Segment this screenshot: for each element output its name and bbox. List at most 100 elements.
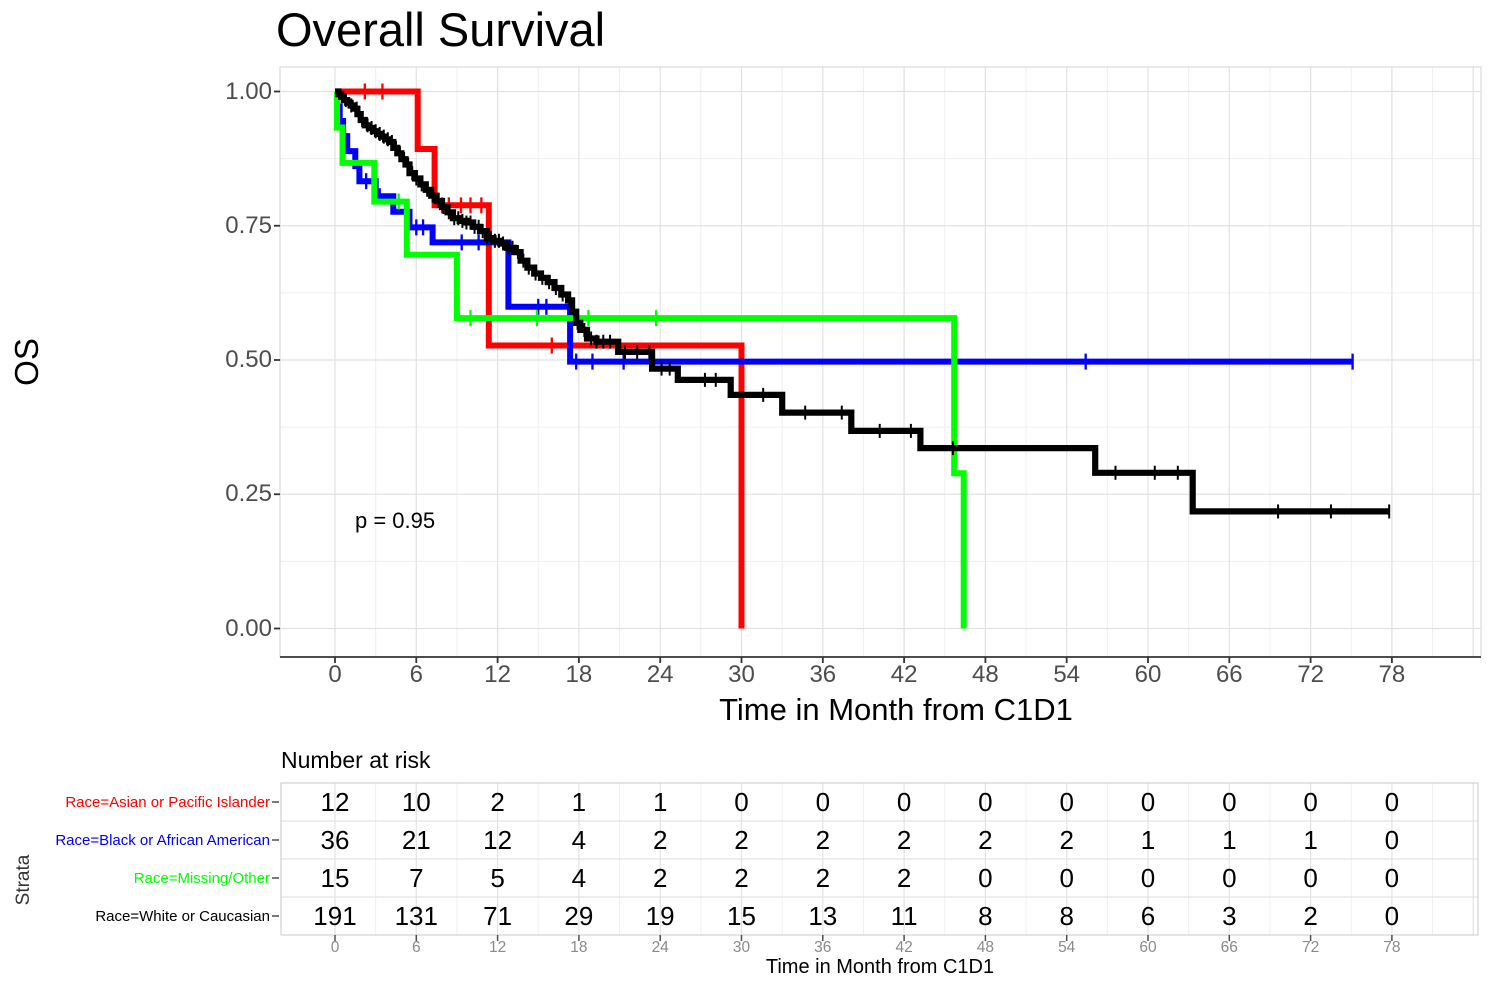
x-tick-label: 60: [1134, 661, 1162, 688]
x-tick-label: 72: [1297, 661, 1324, 688]
y-tick-label: 1.00: [225, 77, 272, 105]
risk-count: 11: [890, 901, 918, 931]
risk-count: 71: [483, 901, 513, 931]
risk-count: 0: [1140, 787, 1156, 817]
risk-count: 0: [1059, 787, 1074, 817]
risk-row-label-missing: Race=Missing/Other: [133, 870, 270, 887]
x-tick-label: 36: [809, 661, 837, 688]
risk-count: 0: [1384, 901, 1400, 931]
risk-count: 0: [1222, 787, 1237, 817]
risk-gridlines-major: [281, 783, 1478, 935]
risk-table-heading: Number at risk: [281, 747, 431, 773]
risk-count: 6: [1140, 901, 1156, 931]
risk-x-tick-label: 66: [1220, 939, 1238, 956]
risk-count: 5: [490, 863, 505, 893]
risk-x-tick-label: 18: [570, 939, 588, 956]
risk-count: 0: [1303, 787, 1318, 817]
censor-marks-1: [365, 173, 1354, 370]
risk-count: 2: [1303, 901, 1318, 931]
risk-count: 0: [1384, 863, 1400, 893]
risk-count: 0: [1059, 863, 1074, 893]
y-tick-label: 0.25: [225, 480, 272, 508]
risk-count: 4: [571, 825, 587, 855]
risk-row-label-black: Race=Black or African American: [55, 832, 270, 849]
risk-count: 0: [1384, 825, 1400, 855]
risk-count: 1: [1222, 825, 1237, 855]
km-step-line: [335, 88, 1390, 515]
risk-count: 0: [1384, 787, 1400, 817]
risk-count: 1: [652, 787, 668, 817]
risk-count: 29: [564, 901, 594, 931]
survival-plot-panel: [274, 66, 1482, 663]
risk-count: 0: [1222, 863, 1237, 893]
risk-row-label-asian: Race=Asian or Pacific Islander: [65, 794, 270, 811]
y-tick-label: 0.00: [225, 614, 272, 642]
risk-count: 191: [313, 901, 357, 931]
p-value-annotation: p = 0.95: [355, 508, 436, 533]
risk-count: 0: [734, 787, 749, 817]
risk-count: 2: [978, 825, 993, 855]
risk-count: 8: [978, 901, 993, 931]
x-tick-label: 48: [972, 661, 999, 688]
x-tick-label: 24: [646, 661, 674, 688]
risk-count: 0: [978, 787, 993, 817]
risk-x-tick-label: 30: [732, 939, 751, 956]
censor-marks-2: [397, 193, 658, 327]
risk-count: 2: [1059, 825, 1074, 855]
risk-count: 15: [320, 863, 350, 893]
risk-x-tick-label: 60: [1139, 939, 1157, 956]
risk-count: 2: [734, 863, 749, 893]
risk-row-label-white: Race=White or Caucasian: [95, 908, 270, 925]
x-tick-label: 54: [1053, 661, 1081, 688]
km-curve-0: [335, 88, 745, 629]
x-tick-label: 66: [1215, 661, 1243, 688]
risk-count: 3: [1222, 901, 1237, 931]
risk-x-tick-label: 78: [1383, 939, 1401, 956]
risk-count: 10: [401, 787, 431, 817]
axis-lines: [274, 90, 1481, 663]
x-axis-title: Time in Month from C1D1: [719, 692, 1073, 727]
risk-count: 36: [320, 825, 350, 855]
km-step-line: [335, 88, 745, 629]
risk-count: 21: [401, 825, 431, 855]
y-tick-label: 0.75: [225, 211, 272, 239]
y-axis-title: OS: [8, 338, 45, 386]
risk-count: 2: [896, 825, 912, 855]
risk-count: 2: [896, 863, 912, 893]
risk-count: 0: [896, 787, 912, 817]
risk-count: 0: [1140, 863, 1156, 893]
x-tick-label: 12: [484, 661, 511, 688]
risk-axis-ticks: [272, 801, 1393, 941]
risk-count: 1: [1303, 825, 1318, 855]
risk-x-tick-label: 72: [1301, 939, 1320, 956]
strata-axis-title: Strata: [13, 854, 34, 906]
km-curve-3: [335, 88, 1390, 515]
plot-title: Overall Survival: [276, 3, 606, 56]
risk-table-panel: [272, 782, 1479, 941]
risk-x-tick-label: 6: [411, 939, 421, 956]
risk-count: 12: [483, 825, 513, 855]
risk-count: 0: [815, 787, 831, 817]
x-tick-label: 42: [890, 661, 918, 688]
risk-count: 13: [808, 901, 838, 931]
risk-count: 12: [320, 787, 350, 817]
y-tick-label: 0.50: [225, 346, 272, 373]
risk-x-tick-label: 54: [1058, 939, 1076, 956]
km-step-line: [334, 88, 967, 629]
risk-count: 2: [815, 825, 831, 855]
risk-x-tick-label: 0: [330, 939, 340, 956]
risk-count: 1: [1140, 825, 1156, 855]
risk-x-tick-label: 42: [895, 939, 913, 956]
x-tick-label: 78: [1378, 661, 1406, 688]
risk-x-tick-label: 36: [814, 939, 832, 956]
risk-count: 2: [490, 787, 505, 817]
risk-count: 19: [645, 901, 675, 931]
x-tick-label: 0: [328, 661, 342, 688]
risk-count: 2: [652, 863, 668, 893]
risk-count: 2: [652, 825, 668, 855]
risk-x-tick-label: 24: [651, 939, 669, 956]
risk-x-axis-title: Time in Month from C1D1: [765, 956, 995, 978]
risk-x-tick-label: 48: [976, 939, 995, 956]
risk-count: 15: [727, 901, 756, 931]
